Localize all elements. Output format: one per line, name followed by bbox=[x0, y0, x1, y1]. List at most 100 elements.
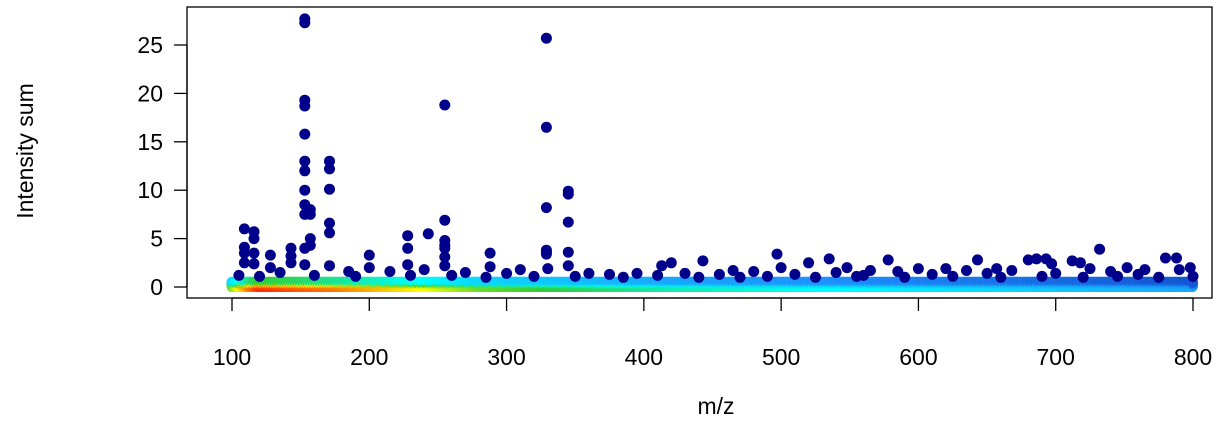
data-point bbox=[652, 269, 664, 281]
data-point bbox=[604, 268, 615, 280]
data-point bbox=[961, 265, 972, 276]
data-point bbox=[771, 248, 783, 260]
data-point bbox=[484, 261, 496, 273]
data-point bbox=[1050, 267, 1062, 279]
data-point bbox=[823, 253, 835, 265]
data-point bbox=[697, 255, 709, 267]
data-point bbox=[734, 271, 746, 283]
x-axis-label: m/z bbox=[697, 393, 734, 419]
data-point bbox=[926, 268, 938, 280]
data-point bbox=[631, 267, 643, 279]
data-point bbox=[803, 257, 815, 269]
data-point bbox=[1066, 255, 1078, 267]
data-point bbox=[501, 267, 513, 279]
data-point bbox=[233, 269, 245, 281]
data-point bbox=[324, 163, 335, 175]
data-point bbox=[439, 214, 451, 226]
y-tick-label: 5 bbox=[150, 226, 163, 252]
y-tick-label: 25 bbox=[137, 32, 163, 58]
data-point bbox=[1074, 257, 1086, 269]
x-axis: 100 200 300 400 500 600 700 800 bbox=[213, 297, 1212, 370]
y-tick-label: 20 bbox=[137, 80, 163, 106]
data-point bbox=[1153, 271, 1165, 283]
data-point bbox=[308, 269, 320, 281]
data-point bbox=[1031, 253, 1042, 265]
data-point bbox=[789, 268, 801, 280]
data-point bbox=[484, 247, 496, 259]
data-point bbox=[693, 271, 705, 283]
y-axis-label: Intensity sum bbox=[12, 83, 38, 219]
data-point bbox=[264, 249, 276, 261]
data-point bbox=[540, 32, 552, 44]
data-point bbox=[1084, 263, 1096, 275]
data-point bbox=[991, 263, 1003, 275]
data-point bbox=[1160, 252, 1171, 264]
data-point bbox=[562, 260, 574, 272]
data-point bbox=[882, 254, 894, 266]
data-point bbox=[810, 271, 821, 283]
data-point bbox=[384, 266, 396, 277]
data-point bbox=[363, 262, 375, 274]
data-point bbox=[299, 155, 311, 167]
data-point bbox=[899, 271, 911, 283]
data-point bbox=[748, 266, 760, 277]
data-point bbox=[402, 230, 414, 242]
data-point bbox=[540, 202, 552, 214]
data-point bbox=[418, 264, 430, 276]
x-tick-label: 200 bbox=[350, 344, 388, 370]
y-tick-label: 0 bbox=[150, 274, 163, 300]
data-point bbox=[285, 257, 297, 269]
data-point bbox=[254, 270, 265, 282]
data-point bbox=[542, 263, 554, 275]
data-point bbox=[405, 269, 416, 281]
data-point bbox=[1006, 265, 1018, 276]
data-point bbox=[350, 270, 362, 282]
data-point bbox=[514, 264, 526, 276]
data-point bbox=[1094, 243, 1106, 255]
data-point bbox=[363, 249, 375, 261]
plot-frame bbox=[186, 6, 1213, 299]
data-point bbox=[299, 259, 311, 271]
data-point bbox=[439, 260, 451, 272]
data-point bbox=[324, 217, 335, 229]
data-point bbox=[1112, 270, 1123, 282]
data-point bbox=[940, 263, 952, 275]
data-point bbox=[439, 242, 451, 254]
x-tick-label: 700 bbox=[1037, 344, 1075, 370]
data-point bbox=[459, 267, 471, 278]
data-point bbox=[562, 246, 574, 258]
data-point bbox=[528, 270, 540, 282]
data-point bbox=[324, 183, 335, 195]
data-point bbox=[402, 242, 414, 254]
x-tick-label: 100 bbox=[213, 344, 251, 370]
data-point bbox=[1171, 252, 1182, 264]
y-tick-label: 15 bbox=[137, 129, 163, 155]
y-axis: 0 5 10 15 20 25 bbox=[137, 32, 188, 300]
data-point bbox=[583, 267, 595, 279]
data-point bbox=[656, 260, 668, 272]
data-point bbox=[562, 188, 574, 200]
data-point bbox=[665, 257, 677, 269]
x-tick-label: 400 bbox=[625, 344, 663, 370]
data-point bbox=[775, 262, 787, 274]
data-point bbox=[569, 270, 581, 282]
data-point bbox=[1184, 262, 1196, 274]
data-point bbox=[540, 248, 552, 260]
data-point bbox=[713, 268, 725, 280]
data-point bbox=[995, 271, 1007, 283]
data-point bbox=[324, 227, 335, 239]
data-point bbox=[248, 247, 260, 259]
data-point bbox=[299, 242, 311, 254]
data-point bbox=[402, 259, 414, 271]
data-point bbox=[617, 271, 629, 283]
data-point bbox=[761, 270, 773, 282]
data-point bbox=[439, 251, 451, 263]
data-point bbox=[1046, 258, 1058, 270]
data-point bbox=[1036, 270, 1048, 282]
data-point bbox=[1187, 270, 1199, 282]
data-point bbox=[422, 228, 434, 240]
data-point bbox=[972, 254, 983, 266]
data-point bbox=[299, 128, 311, 140]
data-point bbox=[540, 121, 552, 133]
